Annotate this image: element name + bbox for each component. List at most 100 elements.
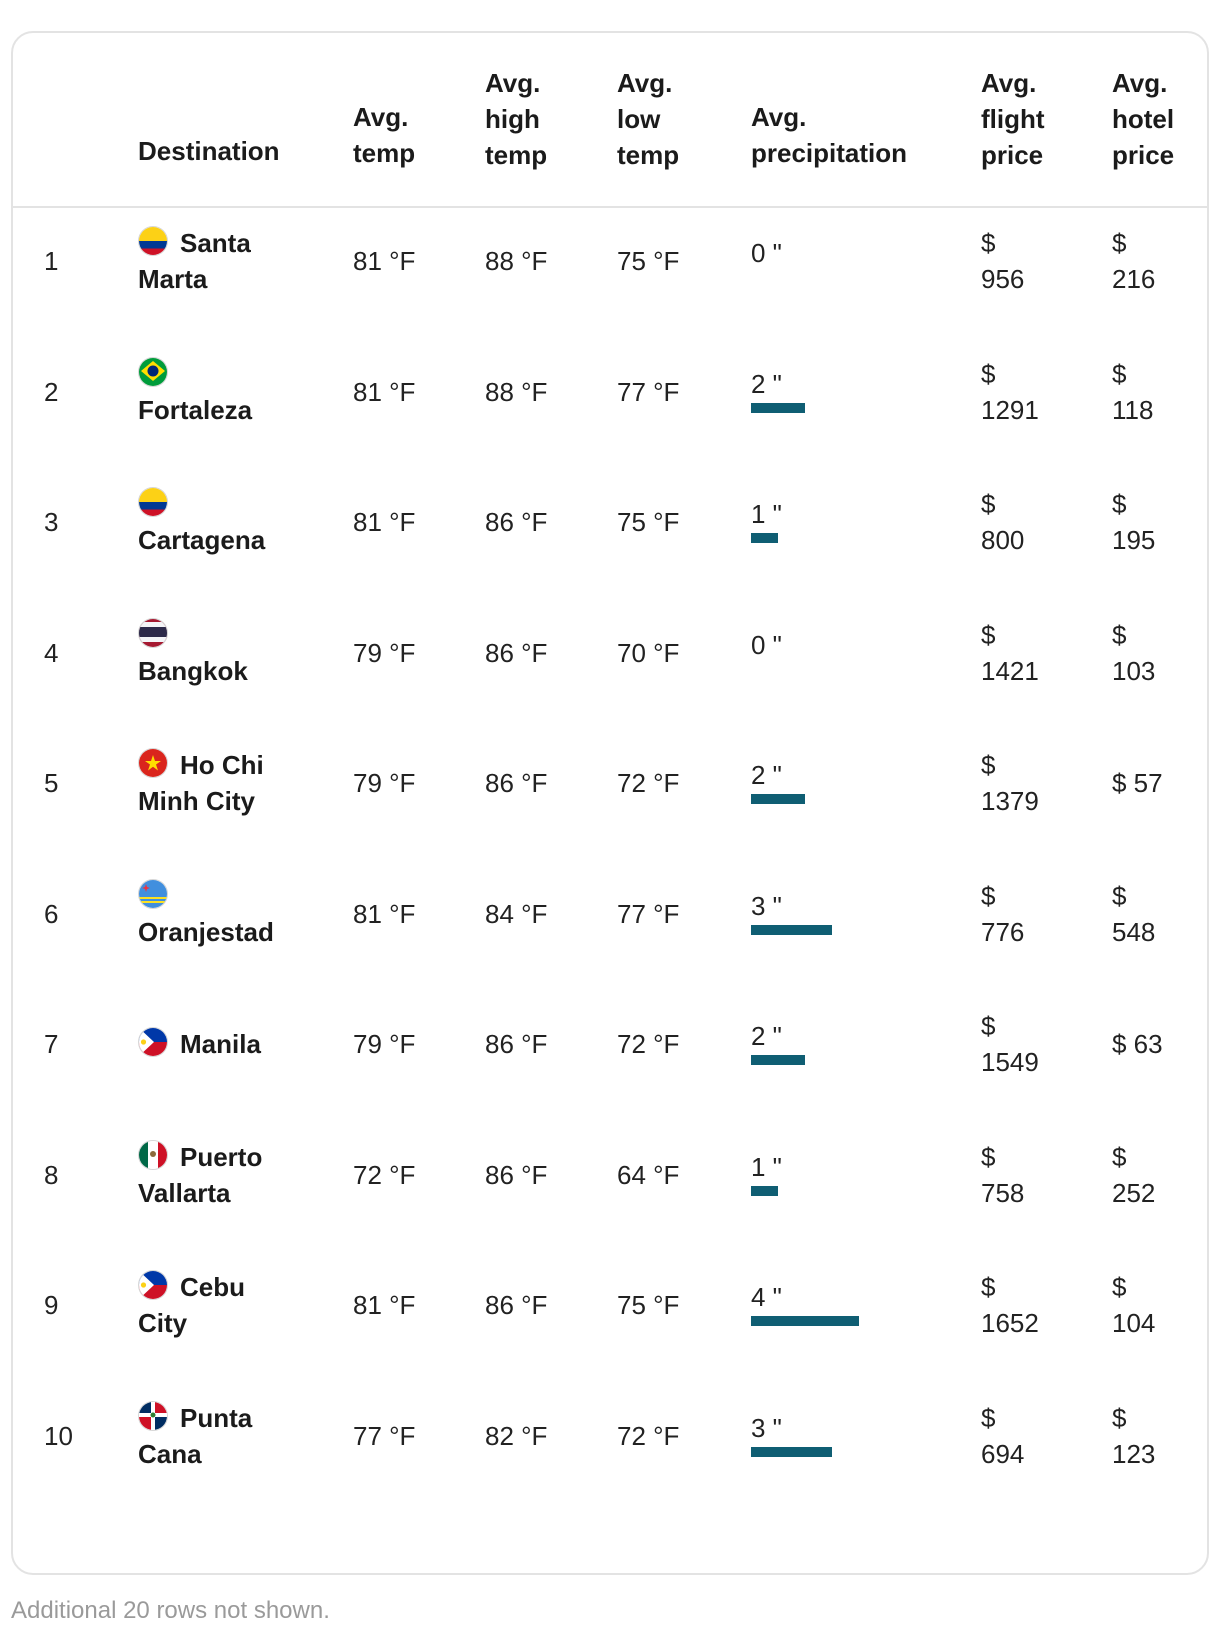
header-avg-low-line: Avg.	[617, 68, 673, 98]
avg-flight-price: $1421	[981, 617, 1091, 689]
header-avg-flight-price: Avg. flight price	[981, 65, 1045, 173]
destination-line: Fortaleza	[138, 394, 253, 425]
destination-line: Cebu	[138, 1269, 318, 1305]
header-avg-hotel-line: price	[1112, 140, 1175, 170]
destination-line: Bangkok	[138, 655, 248, 686]
flight-price-line: 1421	[981, 655, 1039, 686]
colombia-flag-icon	[138, 226, 168, 256]
avg-flight-price: $800	[981, 486, 1091, 558]
header-avg-temp-line: temp	[353, 138, 416, 168]
avg-precipitation-value: 2 "	[751, 1021, 782, 1051]
destination-name: Cartagena	[138, 486, 318, 558]
flight-price-line: 800	[981, 525, 1025, 555]
header-avg-low-temp: Avg. low temp	[617, 65, 679, 173]
destination-line: Marta	[138, 264, 208, 294]
header-divider	[13, 206, 1207, 208]
avg-flight-price: $956	[981, 225, 1091, 297]
avg-flight-price: $1291	[981, 356, 1091, 428]
avg-temp-value: 79 °F	[353, 768, 416, 798]
hotel-price-line: 104	[1112, 1308, 1156, 1338]
avg-flight-price: $1652	[981, 1269, 1091, 1341]
avg-hotel-price: $123	[1112, 1400, 1202, 1472]
table-row: 1 Santa Marta 81 °F 88 °F 75 °F 0 " $956 $216	[13, 210, 1207, 346]
dominican-republic-flag-icon	[138, 1400, 168, 1431]
hotel-price-line: 118	[1112, 394, 1154, 425]
avg-high-temp-value: 86 °F	[485, 768, 548, 798]
avg-temp-value: 81 °F	[353, 246, 416, 276]
table-row: 6 Oranjestad 81 °F 84 °F 77 °F 3 " $776 $548	[13, 863, 1207, 999]
avg-hotel-price: $252	[1112, 1139, 1202, 1211]
avg-high-temp-value: 86 °F	[485, 507, 548, 537]
destination-line: Cana	[138, 1438, 202, 1469]
destination-line: Puerto	[138, 1139, 318, 1175]
philippines-flag-icon	[138, 1270, 168, 1300]
avg-hotel-price: $ 63	[1112, 1026, 1202, 1062]
rank-number: 6	[44, 898, 59, 929]
destination-name: Puerto Vallarta	[138, 1139, 318, 1211]
destination-line: Oranjestad	[138, 916, 274, 947]
flight-price-line: $	[981, 880, 996, 911]
colombia-flag-icon	[138, 487, 168, 517]
avg-high-temp-value: 82 °F	[485, 1420, 548, 1451]
avg-low-temp-value: 70 °F	[617, 637, 680, 668]
header-avg-flight-line: Avg.	[981, 68, 1037, 98]
table-row: 10 Punta Cana 77 °F 82 °F 72 °F 3 " $694 $123	[13, 1385, 1207, 1521]
avg-hotel-price: $216	[1112, 225, 1202, 297]
header-avg-flight-line: price	[981, 140, 1044, 170]
destination-line	[138, 356, 318, 392]
avg-hotel-price: $118	[1112, 356, 1202, 428]
hotel-price-line: $ 63	[1112, 1029, 1163, 1059]
avg-hotel-price: $548	[1112, 878, 1202, 950]
avg-flight-price: $776	[981, 878, 1091, 950]
destination-line: Ho Chi	[138, 747, 318, 783]
flight-price-line: $	[981, 1141, 996, 1172]
avg-high-temp-value: 86 °F	[485, 637, 548, 668]
table-row: 2 Fortaleza 81 °F 88 °F 77 °F 2 " $1291 $118	[13, 341, 1207, 477]
mexico-flag-icon	[138, 1139, 168, 1170]
destination-line: Punta	[138, 1400, 318, 1436]
avg-temp-value: 79 °F	[353, 637, 416, 668]
avg-low-temp-value: 77 °F	[617, 376, 680, 407]
header-avg-precipitation: Avg. precipitation	[751, 99, 907, 171]
destination-name: Manila	[138, 1026, 318, 1062]
avg-temp-value: 81 °F	[353, 898, 416, 929]
avg-low-temp-value: 64 °F	[617, 1159, 680, 1190]
destination-name: Santa Marta	[138, 225, 318, 297]
avg-low-temp-value: 72 °F	[617, 1029, 680, 1059]
precipitation-bar	[751, 1055, 805, 1065]
destination-line: Minh City	[138, 786, 255, 816]
destination-line-text: Ho Chi	[180, 750, 264, 780]
flight-price-line: 776	[981, 916, 1025, 947]
header-avg-precip-line: precipitation	[751, 138, 908, 168]
hotel-price-line: 103	[1112, 655, 1156, 686]
avg-precipitation-value: 1 "	[751, 499, 782, 529]
avg-low-temp-value: 72 °F	[617, 1420, 680, 1451]
avg-high-temp-value: 88 °F	[485, 246, 548, 276]
hotel-price-line: $	[1112, 1272, 1127, 1302]
hotel-price-line: $	[1112, 358, 1127, 389]
avg-temp-value: 81 °F	[353, 507, 416, 537]
header-avg-precip-line: Avg.	[751, 102, 807, 132]
flight-price-line: $	[981, 1272, 996, 1302]
flight-price-line: 1549	[981, 1047, 1039, 1077]
destination-line	[138, 878, 318, 914]
precipitation-bar	[751, 1316, 859, 1326]
avg-hotel-price: $103	[1112, 617, 1202, 689]
thailand-flag-icon	[138, 617, 168, 648]
avg-low-temp-value: 75 °F	[617, 1290, 680, 1320]
rank-number: 10	[44, 1420, 73, 1451]
avg-temp-value: 81 °F	[353, 1290, 416, 1320]
header-avg-temp: Avg. temp	[353, 99, 415, 171]
avg-hotel-price: $195	[1112, 486, 1202, 558]
avg-high-temp-value: 88 °F	[485, 376, 548, 407]
header-avg-temp-line: Avg.	[353, 102, 409, 132]
destination-name: Oranjestad	[138, 878, 318, 950]
header-avg-high-line: high	[485, 104, 540, 134]
flight-price-line: $	[981, 1011, 996, 1041]
table-row: 3 Cartagena 81 °F 86 °F 75 °F 1 " $800 $195	[13, 471, 1207, 607]
flight-price-line: 956	[981, 264, 1025, 294]
destination-line: City	[138, 1308, 188, 1338]
avg-high-temp-value: 86 °F	[485, 1159, 548, 1190]
flight-price-line: $	[981, 1402, 996, 1433]
hotel-price-line: $	[1112, 1141, 1127, 1172]
